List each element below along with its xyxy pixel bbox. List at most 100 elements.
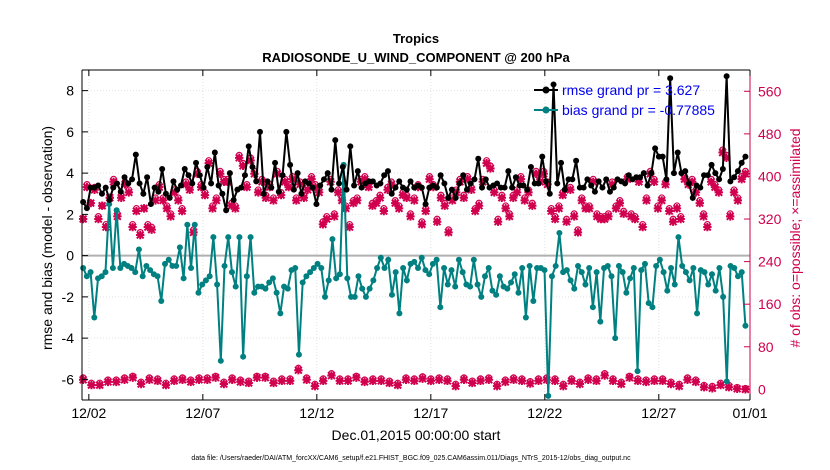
- obs-assimilated-marker: [112, 377, 121, 387]
- rmse-point: [328, 186, 335, 193]
- rmse-point: [674, 149, 681, 156]
- rmse-point: [196, 172, 203, 179]
- bias-point: [232, 283, 239, 290]
- bias-point: [511, 271, 518, 278]
- rmse-point: [343, 186, 350, 193]
- rmse-point: [392, 184, 399, 191]
- rmse-point: [305, 180, 312, 187]
- bias-point: [515, 289, 522, 296]
- obs-assimilated-marker: [585, 204, 594, 213]
- obs-assimilated-marker: [550, 214, 560, 224]
- bias-point: [452, 283, 459, 290]
- bias-point: [519, 265, 526, 271]
- obs-assimilated-marker: [181, 180, 191, 189]
- obs-assimilated-marker: [402, 193, 411, 202]
- rmse-point: [637, 174, 644, 181]
- bias-point: [716, 265, 723, 271]
- rmse-point: [422, 201, 429, 208]
- rmse-point: [181, 166, 188, 172]
- bias-point: [433, 256, 440, 263]
- rmse-point: [309, 184, 316, 191]
- obs-assimilated-marker: [675, 381, 684, 391]
- rmse-point: [114, 180, 121, 187]
- obs-assimilated-marker: [691, 188, 701, 197]
- rmse-point: [625, 172, 632, 179]
- obs-assimilated-marker: [722, 153, 731, 163]
- obs-assimilated-marker: [687, 177, 697, 186]
- bias-point: [589, 304, 596, 311]
- ticks-layer: 12/02 12/07 12/12 12/17 12/22 12/27 01/01 8 6 4 2 0…: [62, 69, 782, 421]
- bias-point: [351, 293, 358, 300]
- obs-assimilated-marker: [330, 212, 339, 221]
- obs-assimilated-marker: [683, 375, 692, 384]
- rmse-point: [268, 184, 275, 191]
- obs-assimilated-marker: [215, 169, 225, 178]
- obs-assimilated-marker: [665, 206, 674, 216]
- obs-assimilated-marker: [211, 373, 220, 382]
- obs-assimilated-marker: [410, 376, 419, 386]
- bias-point: [508, 279, 515, 286]
- obs-assimilated-marker: [170, 376, 179, 386]
- bias-point: [314, 260, 321, 267]
- obs-assimilated-marker: [269, 378, 278, 388]
- rmse-point: [377, 180, 384, 187]
- rmse-point: [95, 182, 102, 189]
- bias-point: [355, 273, 362, 280]
- rmse-point: [648, 170, 655, 177]
- bias-point: [731, 265, 738, 271]
- obs-assimilated-marker: [97, 201, 107, 210]
- obs-assimilated-marker: [459, 375, 469, 384]
- rmse-point: [381, 172, 388, 179]
- obs-assimilated-marker: [421, 206, 430, 216]
- obs-assimilated-marker: [292, 196, 301, 205]
- y-tick-label: 2: [66, 206, 74, 222]
- rmse-point: [463, 186, 470, 193]
- bias-point: [496, 273, 503, 280]
- bias-point: [690, 265, 697, 271]
- obs-assimilated-marker: [194, 375, 204, 384]
- rmse-point: [738, 159, 745, 166]
- rmse-point: [573, 157, 580, 164]
- legend-swatch-marker: [542, 86, 550, 94]
- obs-assimilated-marker: [425, 174, 434, 184]
- obs-assimilated-marker: [383, 185, 392, 194]
- bias-point: [214, 281, 221, 288]
- rmse-point: [249, 163, 256, 170]
- obs-assimilated-marker: [78, 214, 88, 224]
- x-tick-label: 12/07: [185, 405, 220, 421]
- obs-assimilated-marker: [577, 196, 586, 205]
- bias-point: [571, 285, 578, 292]
- obs-assimilated-marker: [493, 217, 503, 226]
- obs-assimilated-marker: [103, 377, 113, 387]
- bias-point: [415, 265, 422, 271]
- obs-assimilated-marker: [231, 204, 240, 213]
- y-tick-label: 0: [66, 248, 74, 264]
- obs-assimilated-marker: [559, 381, 568, 391]
- obs-assimilated-marker: [680, 174, 689, 184]
- bias-point: [318, 265, 325, 271]
- bias-point: [444, 281, 451, 288]
- bias-point: [522, 314, 529, 321]
- bias-point: [686, 277, 693, 284]
- bias-point: [470, 256, 477, 263]
- bias-point: [228, 269, 235, 276]
- obs-assimilated-marker: [608, 376, 618, 386]
- rmse-point: [106, 196, 113, 203]
- obs-assimilated-marker: [335, 376, 344, 386]
- rmse-point: [241, 172, 248, 179]
- obs-assimilated-marker: [703, 222, 712, 232]
- obs-assimilated-marker: [204, 158, 213, 168]
- bias-point: [240, 353, 247, 360]
- rmse-point: [226, 170, 233, 177]
- obs-assimilated-marker: [219, 379, 229, 389]
- bias-point: [277, 310, 284, 317]
- bias-point: [530, 298, 537, 304]
- rmse-point: [125, 180, 132, 187]
- rmse-point: [723, 73, 730, 80]
- obs-assimilated-marker: [661, 180, 670, 189]
- obs-assimilated-marker: [583, 375, 593, 384]
- y-tick-label: -2: [62, 289, 75, 305]
- bias-point: [292, 265, 299, 271]
- obs-assimilated-marker: [360, 377, 369, 387]
- rmse-point: [185, 172, 192, 179]
